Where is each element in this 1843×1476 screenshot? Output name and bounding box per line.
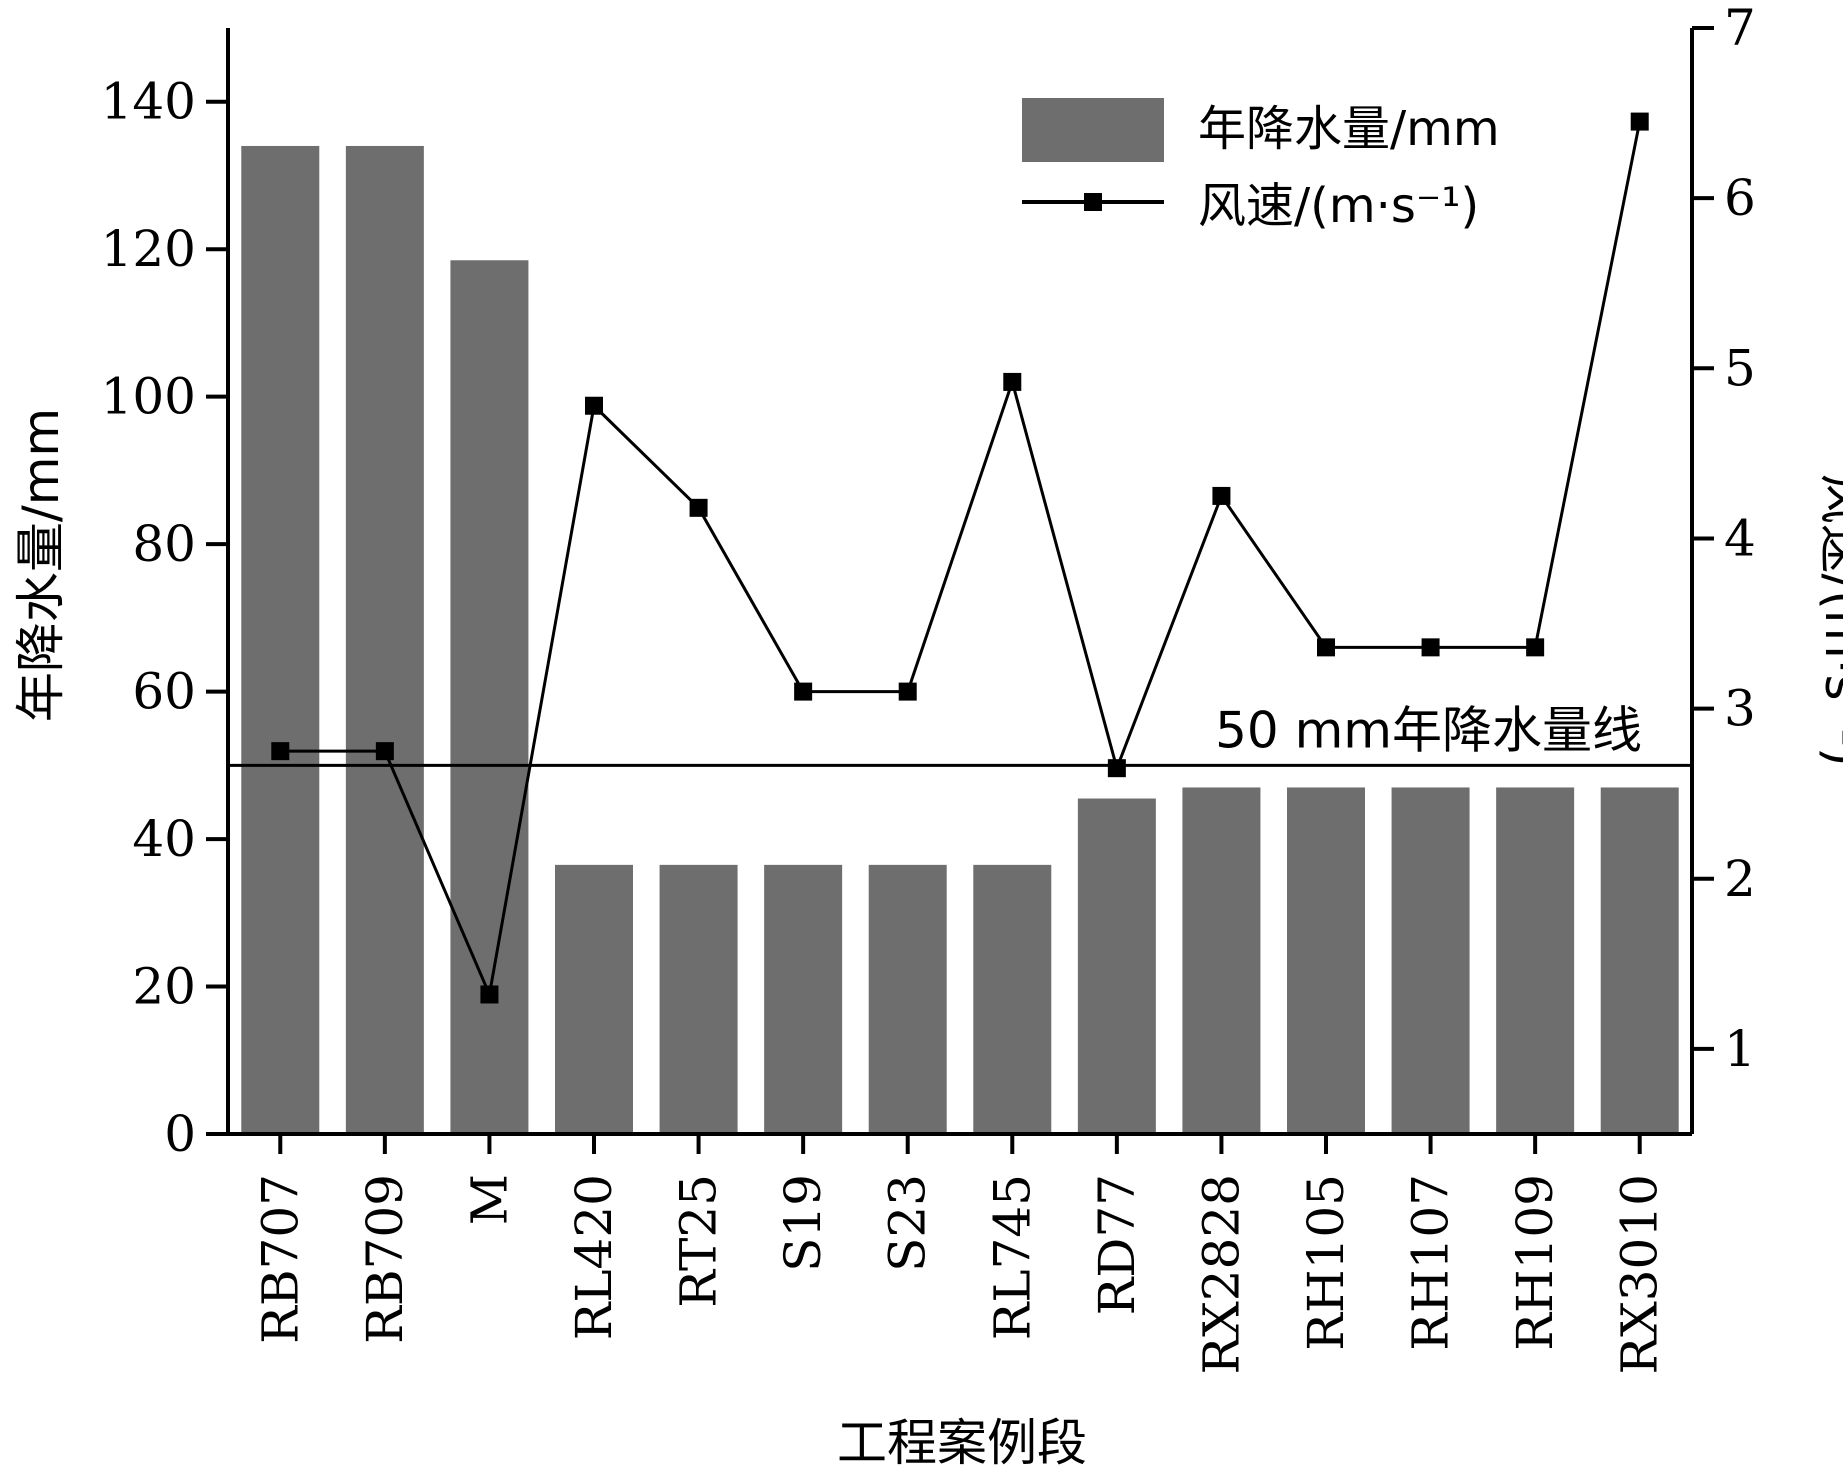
wind-speed-line <box>280 121 1642 1000</box>
y-tick-label-80: 80 <box>132 515 196 573</box>
bar-RD77 <box>1077 798 1156 1134</box>
wind-point-M <box>480 985 499 1004</box>
legend: 年降水量/mm 风速/(m·s⁻¹) <box>1022 98 1500 234</box>
reference-line-label: 50 mm年降水量线 <box>1215 701 1642 759</box>
wind-point-RB709 <box>375 742 394 761</box>
wind-speed-line-layer <box>271 112 1649 1004</box>
bar-RX2828 <box>1182 787 1261 1134</box>
x-axis-title: 工程案例段 <box>837 1414 1087 1472</box>
bar-RH109 <box>1496 787 1575 1134</box>
bar-RX3010 <box>1600 787 1679 1134</box>
x-tick-label-RH109: RH109 <box>1506 1174 1564 1351</box>
y2-tick-label-2: 2 <box>1724 850 1756 908</box>
y-tick-label-40: 40 <box>132 810 196 868</box>
y2-tick-label-7: 7 <box>1724 0 1756 57</box>
x-tick-label-RH107: RH107 <box>1402 1174 1460 1351</box>
bar-S23 <box>868 864 947 1134</box>
x-tick-label-RB709: RB709 <box>356 1174 414 1344</box>
legend-label-line: 风速/(m·s⁻¹) <box>1198 178 1479 234</box>
bars-layer <box>241 145 1679 1134</box>
bar-RB709 <box>345 145 424 1134</box>
x-tick-label-RT25: RT25 <box>670 1174 728 1308</box>
wind-point-RH109 <box>1526 638 1545 657</box>
legend-label-bar: 年降水量/mm <box>1198 101 1500 157</box>
y-tick-label-120: 120 <box>101 220 196 278</box>
y2-tick-label-5: 5 <box>1724 339 1756 397</box>
y2-axis-title: 风速/(m·s⁻¹) <box>1814 474 1843 767</box>
wind-point-RT25 <box>689 498 708 517</box>
wind-point-RL420 <box>585 396 603 415</box>
x-tick-label-RL420: RL420 <box>565 1174 623 1340</box>
y-tick-label-0: 0 <box>164 1105 196 1163</box>
bar-RL745 <box>973 864 1052 1134</box>
wind-point-RB707 <box>271 742 290 761</box>
y-tick-label-140: 140 <box>101 73 196 131</box>
wind-point-RX2828 <box>1212 486 1231 505</box>
wind-point-RL745 <box>1003 372 1022 391</box>
y2-tick-label-1: 1 <box>1724 1020 1756 1078</box>
x-tick-label-RD77: RD77 <box>1088 1174 1146 1315</box>
y-tick-label-100: 100 <box>101 368 196 426</box>
reference-line-layer: 50 mm年降水量线 <box>228 701 1692 767</box>
x-tick-label-RL745: RL745 <box>983 1174 1041 1340</box>
x-tick-label-RB707: RB707 <box>251 1174 309 1344</box>
x-tick-label-S19: S19 <box>774 1174 832 1272</box>
y-tick-label-20: 20 <box>132 958 196 1016</box>
y2-tick-label-4: 4 <box>1724 509 1756 567</box>
wind-point-RH107 <box>1421 638 1440 657</box>
axes-layer: 0 20 40 60 80 100 120 140 1 2 3 4 5 6 7 RB707 RB709 M RL42… <box>101 0 1756 1375</box>
wind-point-S19 <box>794 682 813 701</box>
wind-point-RD77 <box>1107 759 1126 778</box>
x-tick-label-RH105: RH105 <box>1297 1174 1355 1351</box>
wind-point-S23 <box>898 682 917 701</box>
y2-tick-label-6: 6 <box>1724 169 1756 227</box>
bar-RH105 <box>1287 787 1365 1134</box>
x-tick-label-RX3010: RX3010 <box>1611 1174 1669 1375</box>
x-tick-label-S23: S23 <box>879 1174 937 1272</box>
bar-RT25 <box>659 864 738 1134</box>
y2-tick-label-3: 3 <box>1724 680 1756 738</box>
x-tick-label-M: M <box>460 1174 518 1225</box>
legend-swatch-bar <box>1022 98 1164 162</box>
bar-RL420 <box>555 864 633 1134</box>
wind-point-RX3010 <box>1630 112 1649 131</box>
bar-RB707 <box>241 145 320 1134</box>
legend-swatch-marker <box>1084 193 1102 211</box>
y-tick-label-60: 60 <box>132 663 196 721</box>
bar-S19 <box>764 864 843 1134</box>
bar-RH107 <box>1391 787 1470 1134</box>
y-axis-title: 年降水量/mm <box>12 408 70 722</box>
wind-point-RH105 <box>1317 638 1335 657</box>
x-tick-label-RX2828: RX2828 <box>1192 1174 1250 1375</box>
